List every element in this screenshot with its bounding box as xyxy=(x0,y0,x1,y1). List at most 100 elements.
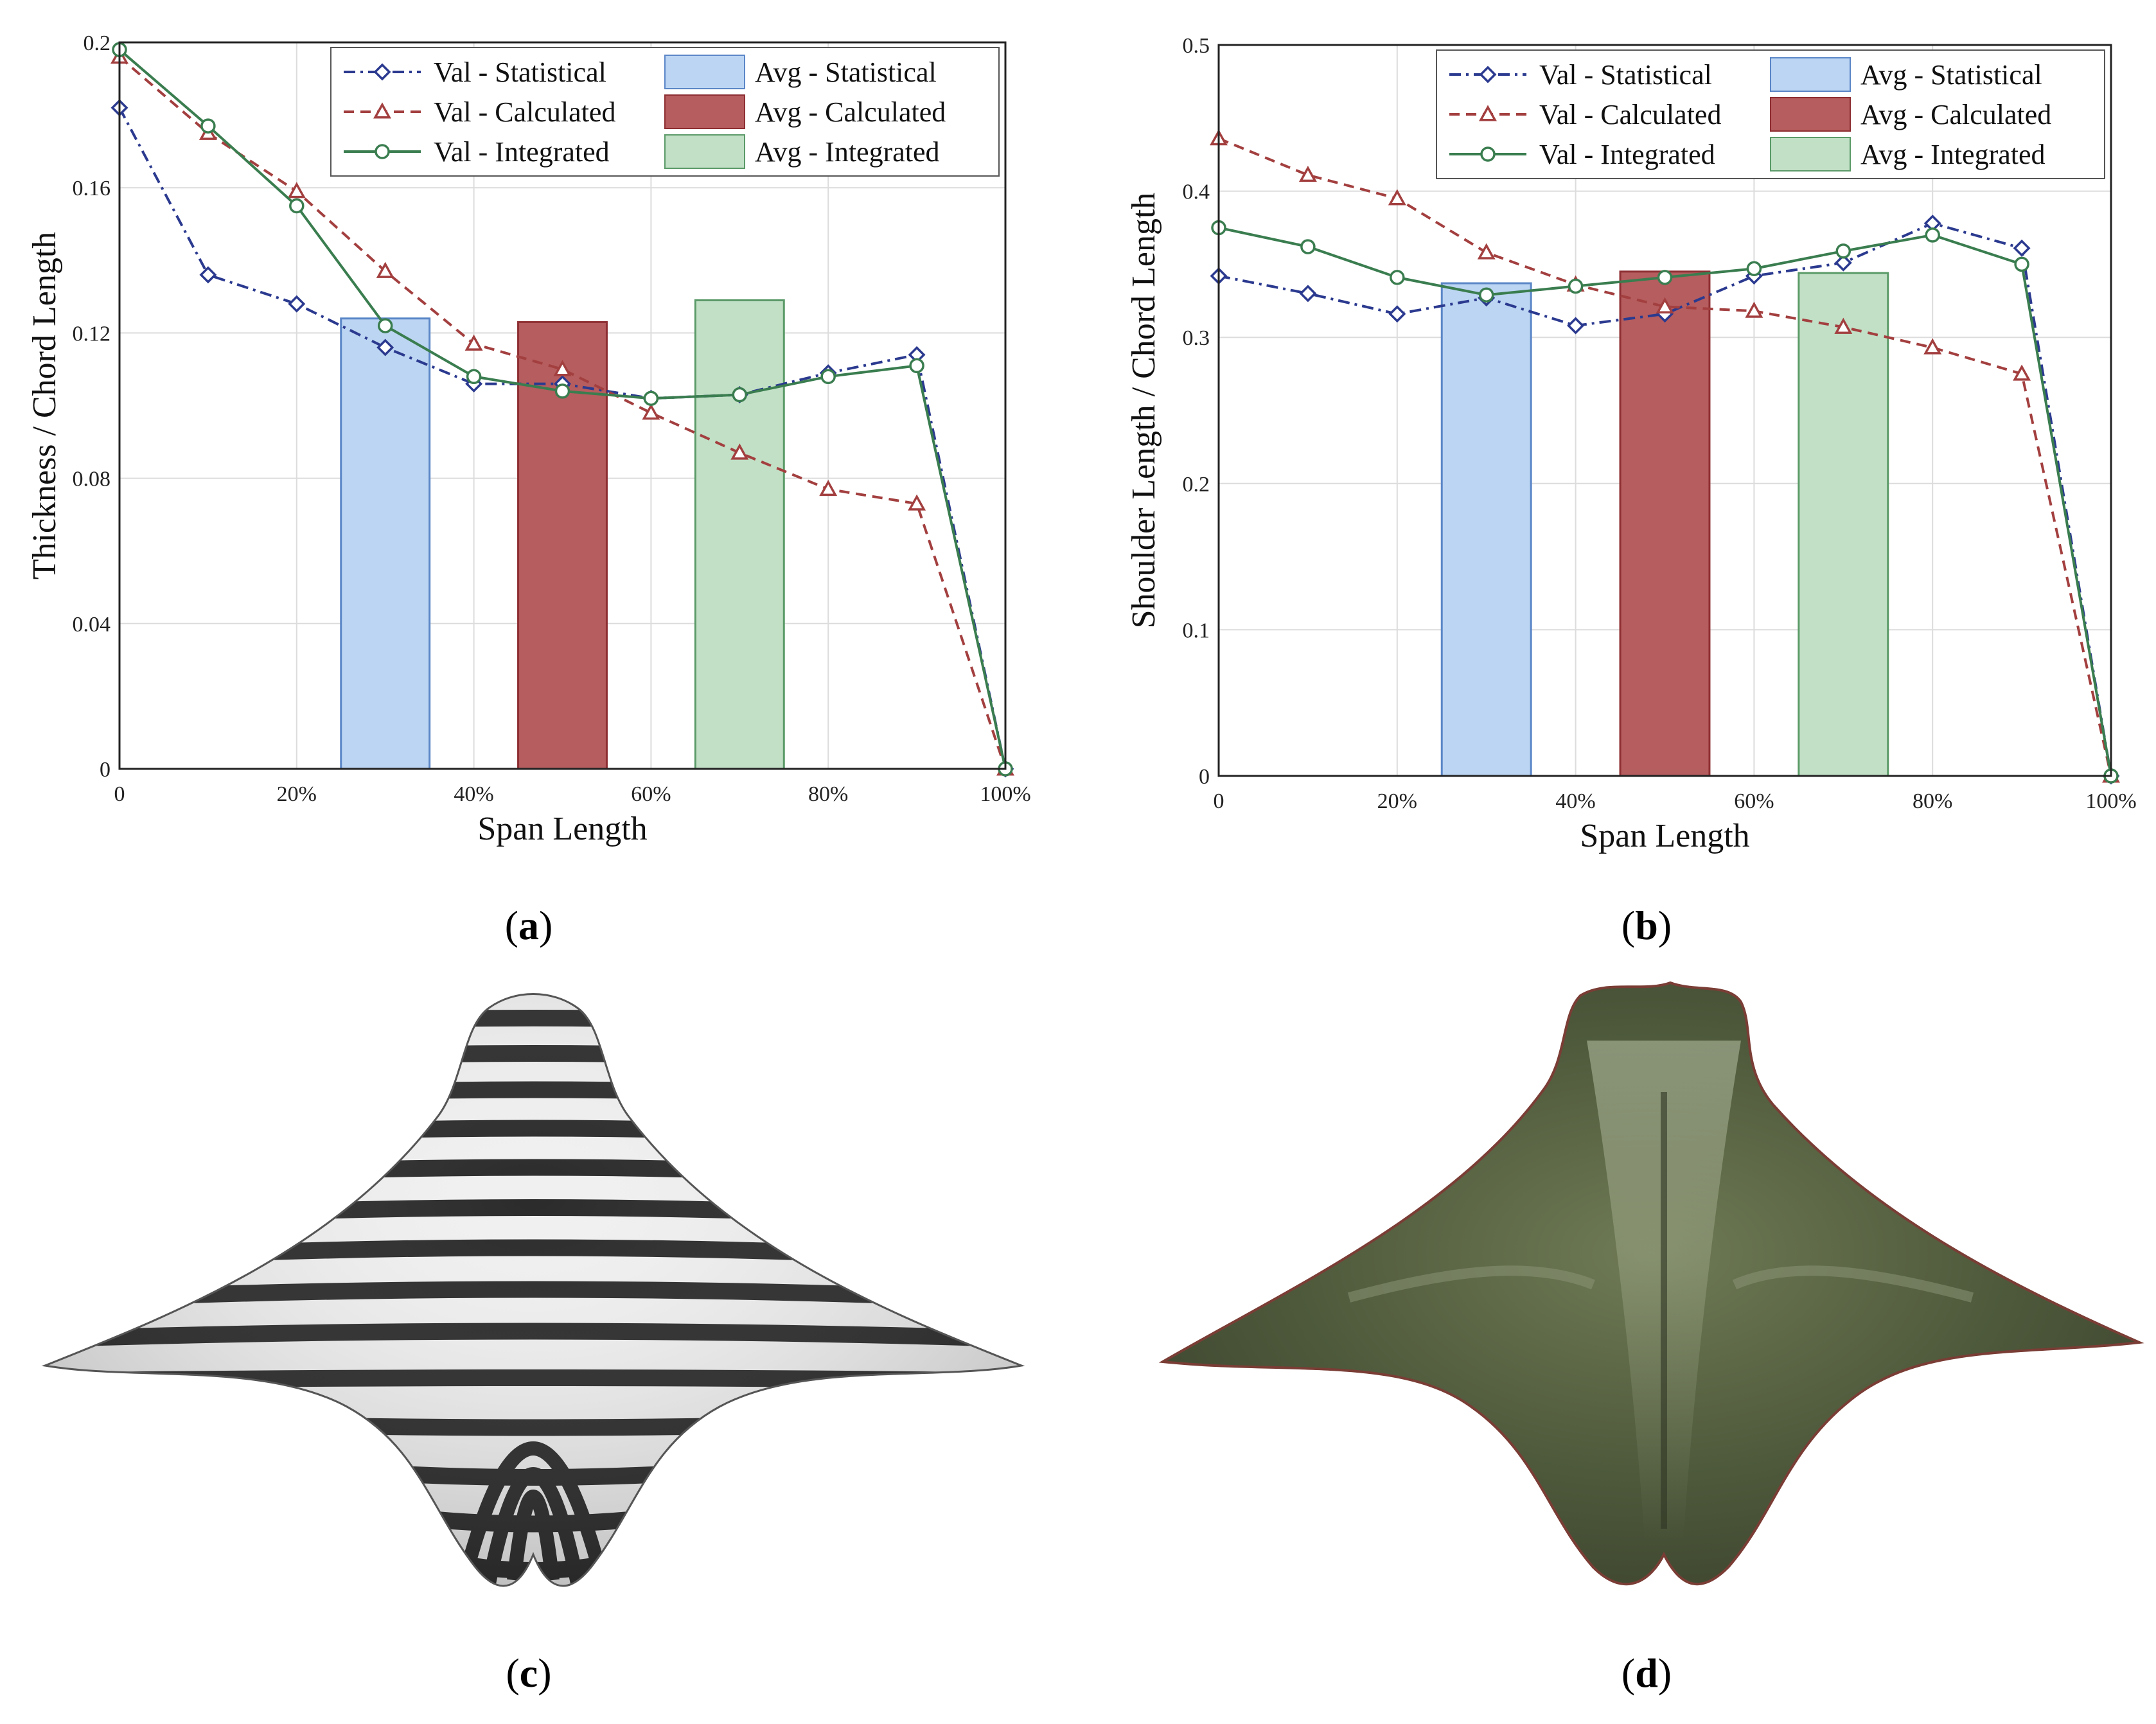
y-axis-label: Thickness / Chord Length xyxy=(26,232,63,580)
legend-marker-calculated xyxy=(1479,105,1497,121)
axes-frame xyxy=(1217,44,2112,777)
legend-label-avg-statistical: Avg - Statistical xyxy=(755,57,937,88)
legend-swatch-statistical xyxy=(1770,57,1851,92)
bar-calculated xyxy=(1619,270,1711,777)
x-tick-label: 40% xyxy=(1555,789,1595,813)
x-tick-label: 20% xyxy=(1377,789,1417,813)
x-tick-label: 100% xyxy=(2085,789,2136,813)
data-point-integrated xyxy=(200,118,216,134)
legend-swatch-calculated xyxy=(1770,97,1851,132)
data-point-integrated xyxy=(909,358,924,374)
y-tick-label: 0.3 xyxy=(1183,326,1210,350)
y-tick-label: 0 xyxy=(100,758,110,782)
bar-integrated xyxy=(694,299,785,770)
bar-statistical xyxy=(1440,282,1532,777)
x-tick-label: 20% xyxy=(277,782,317,806)
data-point-integrated xyxy=(1300,239,1316,254)
y-tick-label: 0.1 xyxy=(1183,619,1210,642)
data-point-integrated xyxy=(1657,270,1673,285)
data-point-statistical xyxy=(1567,317,1585,335)
legend-label-avg-calculated: Avg - Calculated xyxy=(755,96,946,128)
panel-label-c: (c) xyxy=(506,1650,551,1696)
data-point-calculated xyxy=(908,494,926,511)
data-point-integrated xyxy=(1390,270,1405,285)
x-tick-label: 0 xyxy=(1214,789,1224,813)
bar-statistical xyxy=(340,317,431,770)
legend-label-avg-integrated: Avg - Integrated xyxy=(755,136,940,168)
x-axis-label: Span Length xyxy=(477,811,647,847)
legend-swatch-statistical xyxy=(664,55,745,89)
panel-label-a: (a) xyxy=(505,902,553,948)
data-point-calculated xyxy=(1834,317,1853,334)
data-point-statistical xyxy=(1388,305,1406,323)
data-point-integrated xyxy=(1835,243,1851,259)
series-line-calculated xyxy=(118,56,1007,770)
legend-label-avg-statistical: Avg - Statistical xyxy=(1860,59,2042,91)
legend-label-integrated: Val - Integrated xyxy=(1539,139,1715,170)
data-point-calculated xyxy=(1923,338,1942,355)
data-point-calculated xyxy=(730,443,749,460)
legend-marker-integrated xyxy=(375,144,390,159)
data-point-integrated xyxy=(289,198,305,214)
data-point-calculated xyxy=(464,334,483,351)
y-tick-label: 0 xyxy=(1199,765,1210,789)
data-point-calculated xyxy=(1656,297,1674,313)
legend-marker-integrated xyxy=(1480,146,1496,162)
data-point-integrated xyxy=(1568,278,1584,294)
data-point-integrated xyxy=(732,387,748,403)
data-point-integrated xyxy=(1925,227,1940,243)
data-point-calculated xyxy=(1745,301,1763,318)
data-point-statistical xyxy=(1834,254,1852,272)
y-tick-label: 0.2 xyxy=(84,31,111,55)
series-line-calculated xyxy=(1218,137,2112,777)
chart-b: 0 20% 40% 60% 80% 100% 0 0.1 0.2 0.3 0.4 0.5 Span Le… xyxy=(1126,34,2137,854)
data-point-integrated xyxy=(466,369,482,385)
bar-integrated xyxy=(1798,272,1889,777)
data-point-integrated xyxy=(2014,256,2029,272)
data-point-calculated xyxy=(376,261,394,278)
legend-label-avg-integrated: Avg - Integrated xyxy=(1860,139,2046,170)
chart-a: 0 20% 40% 60% 80% 100% 0 0.04 0.08 0.12 0.16 0.2 Spa… xyxy=(26,31,1031,847)
x-tick-label: 0 xyxy=(114,782,125,806)
data-point-statistical xyxy=(199,266,217,284)
x-tick-label: 40% xyxy=(454,782,493,806)
legend-label-statistical: Val - Statistical xyxy=(434,57,606,88)
x-tick-label: 60% xyxy=(631,782,671,806)
legend-marker-calculated xyxy=(373,102,391,119)
data-point-integrated xyxy=(1746,261,1762,276)
data-point-statistical xyxy=(1299,285,1317,303)
data-point-statistical xyxy=(2013,239,2031,257)
data-point-calculated xyxy=(553,360,572,376)
data-point-calculated xyxy=(1388,189,1406,206)
y-tick-label: 0.04 xyxy=(73,613,111,637)
legend-label-calculated: Val - Calculated xyxy=(434,96,615,128)
data-point-calculated xyxy=(642,403,660,420)
data-point-calculated xyxy=(2013,364,2031,381)
legend-label-avg-calculated: Avg - Calculated xyxy=(1860,99,2051,130)
x-tick-label: 80% xyxy=(808,782,848,806)
y-tick-label: 0.16 xyxy=(73,177,111,200)
panel-label-b: (b) xyxy=(1621,902,1672,948)
data-point-integrated xyxy=(377,318,393,333)
legend-marker-statistical xyxy=(1479,66,1497,84)
x-tick-label: 80% xyxy=(1913,789,1952,813)
y-tick-label: 0.08 xyxy=(73,468,111,491)
data-point-calculated xyxy=(287,182,306,198)
legend-marker-statistical xyxy=(373,63,391,81)
x-axis-label: Span Length xyxy=(1580,818,1749,854)
data-point-integrated xyxy=(1478,287,1494,303)
y-tick-label: 0.12 xyxy=(73,322,111,346)
x-tick-label: 100% xyxy=(980,782,1030,806)
striped-ray-model-icon xyxy=(41,993,1025,1587)
data-point-statistical xyxy=(288,295,306,313)
legend-label-calculated: Val - Calculated xyxy=(1539,99,1721,130)
y-tick-label: 0.5 xyxy=(1183,34,1210,58)
y-axis-label: Shoulder Length / Chord Length xyxy=(1126,193,1162,629)
legend-swatch-integrated xyxy=(664,134,745,169)
data-point-integrated xyxy=(820,369,836,385)
legend-label-statistical: Val - Statistical xyxy=(1539,59,1712,91)
y-tick-label: 0.4 xyxy=(1183,180,1210,204)
axes-frame xyxy=(118,41,1007,770)
data-point-calculated xyxy=(1477,243,1496,259)
